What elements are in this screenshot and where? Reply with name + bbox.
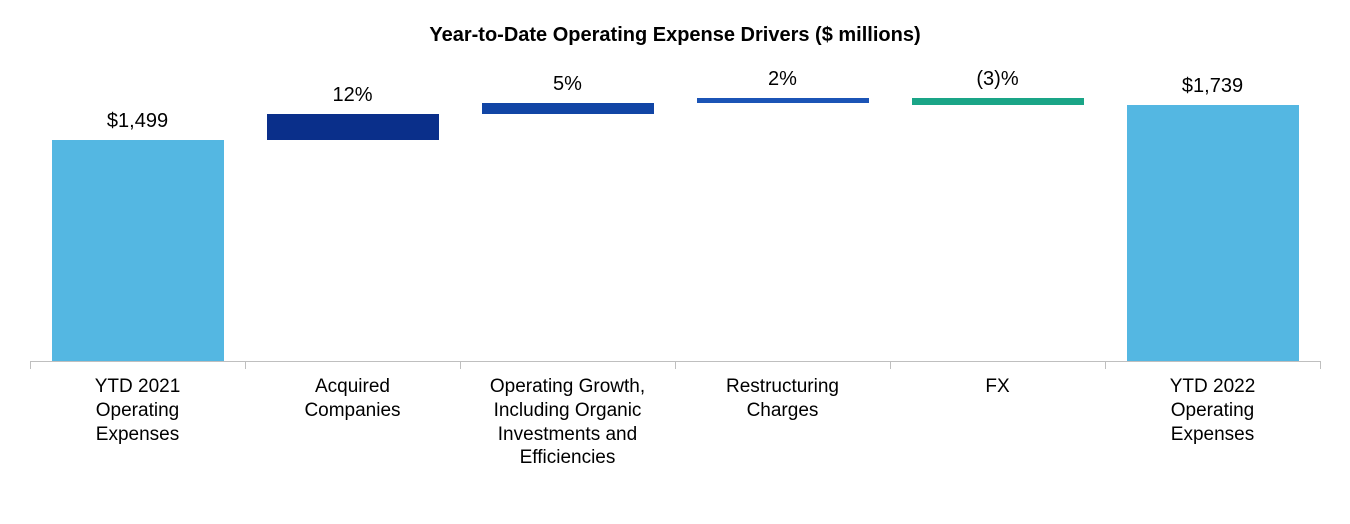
total-bar	[52, 140, 224, 361]
x-tick	[1320, 361, 1321, 369]
x-axis-label: YTD 2021OperatingExpenses	[48, 375, 228, 446]
x-axis-label: Operating Growth,Including OrganicInvest…	[458, 375, 678, 470]
value-label: 2%	[768, 68, 797, 91]
chart-column: $1,499 YTD 2021OperatingExpenses	[30, 81, 245, 501]
increase-bar	[267, 114, 439, 141]
chart-column: 12% AcquiredCompanies	[245, 81, 460, 501]
chart-title: Year-to-Date Operating Expense Drivers (…	[0, 24, 1350, 47]
x-axis-label: FX	[918, 375, 1078, 399]
plot-area: $1,499 YTD 2021OperatingExpenses 12% Acquir…	[30, 81, 1320, 501]
chart-column: (3)%FX	[890, 81, 1105, 501]
chart-column: 5%Operating Growth,Including OrganicInve…	[460, 81, 675, 501]
waterfall-chart: $1,499 YTD 2021OperatingExpenses 12% Acquir…	[30, 81, 1320, 501]
value-label: 5%	[553, 73, 582, 96]
x-axis-label: RestructuringCharges	[683, 375, 883, 423]
decrease-bar	[912, 98, 1084, 105]
value-label: (3)%	[976, 68, 1018, 91]
value-label: $1,499	[107, 110, 168, 133]
value-label: $1,739	[1182, 75, 1243, 98]
chart-column: $1,739YTD 2022OperatingExpenses	[1105, 81, 1320, 501]
increase-bar	[697, 98, 869, 102]
x-axis-label: AcquiredCompanies	[263, 375, 443, 423]
chart-column: 2%RestructuringCharges	[675, 81, 890, 501]
total-bar	[1127, 105, 1299, 361]
increase-bar	[482, 103, 654, 114]
value-label: 12%	[332, 84, 372, 107]
x-axis-label: YTD 2022OperatingExpenses	[1123, 375, 1303, 446]
